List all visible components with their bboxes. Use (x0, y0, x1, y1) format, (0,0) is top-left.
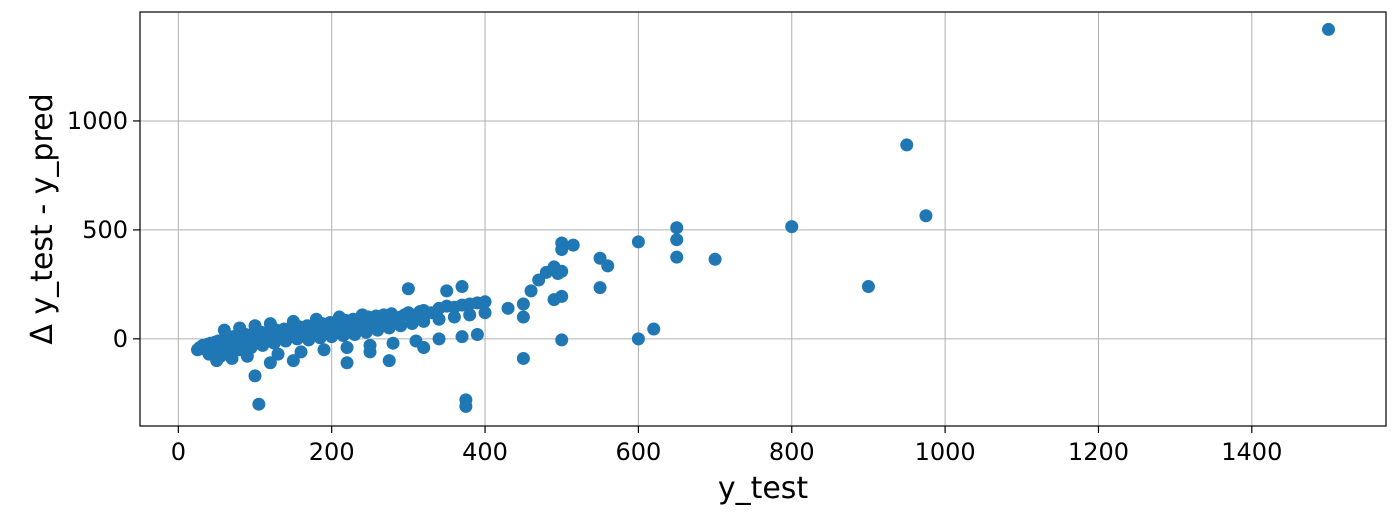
data-point-0-188 (555, 243, 569, 257)
data-point-0-125 (267, 336, 281, 350)
data-point-0-165 (248, 369, 262, 383)
data-point-0-201 (670, 250, 684, 264)
x-tick-label-1: 200 (309, 438, 355, 466)
data-point-0-133 (359, 325, 373, 339)
x-tick-label-0: 0 (171, 438, 186, 466)
data-point-0-131 (336, 329, 350, 343)
data-point-0-137 (405, 317, 419, 331)
data-point-0-173 (440, 284, 454, 298)
data-point-0-159 (386, 336, 400, 350)
data-point-0-206 (919, 209, 933, 223)
data-point-0-191 (555, 333, 569, 347)
data-point-0-126 (279, 334, 293, 348)
x-tick-label-2: 400 (462, 438, 508, 466)
data-point-0-153 (240, 349, 254, 363)
data-point-0-198 (647, 322, 661, 336)
plot-frame (139, 11, 1387, 427)
x-tick-label-6: 1200 (1068, 438, 1129, 466)
grid-lines (140, 12, 1386, 426)
data-point-0-127 (290, 332, 304, 346)
data-point-0-139 (432, 312, 446, 326)
x-axis-ticks: 0 200 400 600 800 1000 1200 1400 (171, 426, 1282, 466)
data-point-0-135 (382, 321, 396, 335)
data-point-0-152 (225, 351, 239, 365)
data-point-0-195 (601, 259, 615, 273)
data-point-0-142 (478, 306, 492, 320)
data-point-0-157 (340, 341, 354, 355)
y-tick-label-0: 0 (113, 325, 128, 353)
x-axis-label: y_test (718, 471, 809, 506)
data-point-0-199 (670, 221, 684, 235)
data-point-0-178 (516, 297, 530, 311)
data-point-0-143 (217, 323, 231, 337)
data-point-0-197 (631, 332, 645, 346)
data-point-0-136 (394, 319, 408, 333)
data-point-0-179 (516, 310, 530, 324)
data-point-0-196 (631, 235, 645, 249)
data-point-0-194 (593, 281, 607, 295)
data-point-0-192 (566, 238, 580, 252)
data-point-0-167 (286, 354, 300, 368)
data-point-0-154 (271, 347, 285, 361)
x-tick-label-5: 1000 (915, 438, 976, 466)
data-point-0-166 (263, 356, 277, 370)
data-point-0-203 (785, 220, 799, 234)
data-point-0-118 (478, 295, 492, 309)
data-point-0-177 (501, 301, 515, 315)
data-point-0-134 (371, 323, 385, 337)
data-point-0-207 (1321, 22, 1335, 36)
data-point-0-171 (401, 282, 415, 296)
data-point-0-151 (210, 354, 224, 368)
data-point-0-149 (332, 310, 346, 324)
data-point-0-144 (233, 321, 247, 335)
data-point-0-162 (455, 330, 469, 344)
data-point-0-138 (417, 314, 431, 328)
data-point-0-170 (382, 354, 396, 368)
data-points (191, 22, 1335, 413)
y-tick-label-2: 1000 (67, 107, 128, 135)
data-point-0-145 (248, 319, 262, 333)
x-tick-label-3: 600 (615, 438, 661, 466)
data-point-0-128 (302, 333, 316, 347)
data-point-0-148 (309, 312, 323, 326)
data-point-0-124 (256, 338, 270, 352)
data-point-0-163 (470, 327, 484, 341)
data-point-0-202 (708, 252, 722, 266)
y-axis-label: Δ y_test - y_pred (25, 93, 60, 344)
data-point-0-132 (348, 327, 362, 341)
y-tick-label-1: 500 (82, 216, 128, 244)
data-point-0-200 (670, 233, 684, 247)
y-axis-ticks: 0 500 1000 (67, 107, 140, 353)
data-point-0-150 (355, 308, 369, 322)
data-point-0-176 (459, 399, 473, 413)
data-point-0-205 (900, 138, 914, 152)
data-point-0-169 (363, 345, 377, 359)
data-point-0-181 (524, 284, 538, 298)
data-point-0-190 (555, 289, 569, 303)
data-point-0-164 (252, 397, 266, 411)
data-point-0-204 (861, 280, 875, 294)
data-point-0-172 (417, 341, 431, 355)
data-point-0-129 (313, 331, 327, 345)
data-point-0-189 (555, 264, 569, 278)
data-point-0-155 (294, 345, 308, 359)
data-point-0-156 (317, 343, 331, 357)
data-point-0-168 (340, 356, 354, 370)
data-point-0-174 (455, 280, 469, 294)
x-tick-label-7: 1400 (1221, 438, 1282, 466)
data-point-0-147 (286, 314, 300, 328)
data-point-0-141 (463, 308, 477, 322)
data-point-0-130 (325, 330, 339, 344)
data-point-0-161 (432, 332, 446, 346)
x-tick-label-4: 800 (769, 438, 815, 466)
data-point-0-140 (447, 310, 461, 324)
data-point-0-180 (516, 351, 530, 365)
data-point-0-146 (263, 317, 277, 331)
